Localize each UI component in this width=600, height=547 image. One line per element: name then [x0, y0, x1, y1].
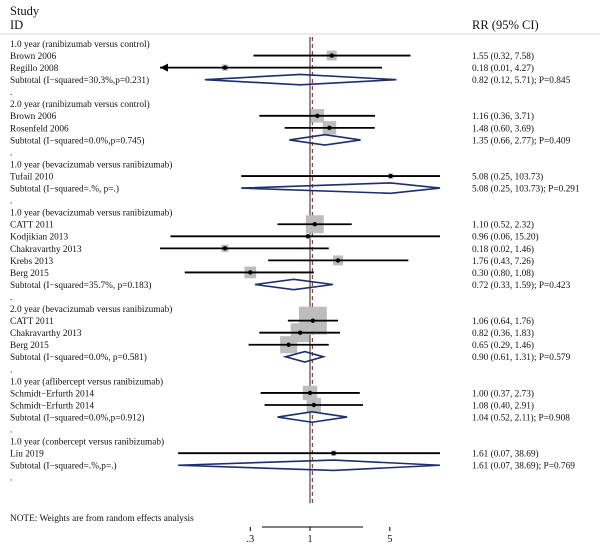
study-label: Krebs 2013	[10, 257, 53, 267]
study-ci-text: 0.18 (0.02, 1.46)	[472, 244, 534, 255]
point-estimate	[307, 390, 313, 396]
group-header: 1.0 year (ranibizumab versus control)	[10, 39, 150, 50]
ci-arrow-left	[160, 63, 168, 72]
subtotal-diamond	[178, 459, 441, 472]
group-header: 2.0 year (ranibizumab versus control)	[10, 99, 150, 110]
study-label: Tufail 2010	[10, 171, 54, 182]
subtotal-ci-text: 0.72 (0.33, 1.59); P=0.423	[472, 280, 571, 291]
subtotal-label: Subtotal (I−squared=0.0%,p=0.912)	[10, 412, 145, 423]
rows-layer: 1.0 year (ranibizumab versus control) Bro…	[10, 37, 580, 504]
point-estimate	[329, 53, 334, 58]
study-ci-text: 1.08 (0.40, 2.91)	[472, 400, 534, 411]
study-label: Kodjikian 2013	[10, 233, 68, 243]
study-ci-text: 0.30 (0.80, 1.08)	[472, 268, 534, 279]
point-estimate	[327, 125, 332, 131]
subtotal-ci-text: 0.82 (0.12, 5.71); P=0.845	[472, 75, 571, 86]
study-label: Berg 2015	[10, 341, 49, 351]
subtotal-label: Subtotal (I−squared=35.7%, p=0.183)	[10, 280, 151, 291]
subtotal-label: Subtotal (I−squared=0.0%, p=0.581)	[10, 352, 147, 363]
study-label: Chakravarthy 2013	[10, 245, 82, 255]
subtotal-diamond	[289, 133, 361, 146]
point-estimate	[222, 65, 228, 70]
point-estimate	[310, 318, 316, 323]
study-ci-text: 1.00 (0.37, 2.73)	[472, 388, 534, 399]
subtotal-label: Subtotal (I−squared=.%,p=.)	[10, 461, 117, 472]
study-label: Berg 2015	[10, 269, 49, 279]
study-label: Chakravarthy 2013	[10, 329, 82, 339]
group-header: 1.0 year (bevacizumab versus ranibizumab…	[10, 208, 172, 219]
point-estimate	[335, 258, 341, 263]
study-ci-text: 0.96 (0.06, 15.20)	[472, 232, 539, 243]
study-label: CATT 2011	[10, 317, 54, 327]
study-label: Brown 2006	[10, 52, 57, 62]
spacer-dot: .	[10, 293, 12, 303]
study-ci-text: 5.08 (0.25, 103.73)	[472, 171, 543, 182]
study-ci-text: 0.65 (0.29, 1.46)	[472, 340, 534, 351]
study-label: Liu 2019	[10, 450, 44, 460]
point-estimate	[331, 451, 336, 456]
study-label: Schmidt−Erfurth 2014	[10, 388, 94, 399]
header-study: Study	[10, 4, 40, 18]
header-effect: RR (95% CI)	[472, 18, 539, 32]
study-ci-text: 1.48 (0.60, 3.69)	[472, 123, 534, 134]
axis-layer: .3 1 5	[246, 526, 392, 545]
subtotal-diamond	[204, 73, 397, 86]
x-tick-label: 1	[307, 534, 312, 545]
point-estimate	[315, 113, 320, 119]
point-estimate	[286, 342, 291, 347]
x-tick-label: 5	[387, 534, 392, 545]
subtotal-label: Subtotal (I−squared=.%, p=.)	[10, 184, 119, 195]
study-label: Rosenfeld 2006	[10, 123, 69, 134]
header-id: ID	[10, 18, 23, 32]
study-label: Brown 2006	[10, 112, 57, 122]
point-estimate	[305, 234, 311, 239]
x-tick-label: .3	[246, 534, 254, 545]
group-header: 1.0 year (bevacizumab versus ranibizumab…	[10, 159, 172, 170]
point-estimate	[312, 222, 317, 227]
subtotal-ci-text: 1.61 (0.07, 38.69); P=0.769	[472, 461, 575, 472]
subtotal-label: Subtotal (I−squared=30.3%,p=0.231)	[10, 75, 149, 86]
subtotal-diamond	[277, 411, 348, 424]
spacer-dot: .	[10, 148, 12, 158]
subtotal-diamond	[254, 278, 334, 291]
subtotal-ci-text: 0.90 (0.61, 1.31); P=0.579	[472, 352, 571, 363]
subtotal-diamond	[241, 182, 441, 195]
study-ci-text: 1.06 (0.64, 1.76)	[472, 316, 534, 327]
point-estimate	[248, 270, 253, 275]
study-label: Regillo 2008	[10, 64, 59, 74]
group-header: 1.0 year (conbercept versus ranibizumab)	[10, 437, 164, 448]
subtotal-ci-text: 1.04 (0.52, 2.11); P=0.908	[472, 412, 570, 423]
subtotal-ci-text: 5.08 (0.25, 103.73); P=0.291	[472, 184, 580, 195]
spacer-dot: .	[10, 88, 12, 98]
subtotal-label: Subtotal (I−squared=0.0%,p=0.745)	[10, 135, 145, 146]
spacer-dot: .	[10, 365, 12, 375]
study-ci-text: 1.10 (0.52, 2.32)	[472, 220, 534, 231]
spacer-dot: .	[10, 197, 12, 207]
group-header: 1.0 year (aflibercept versus ranibizumab…	[10, 376, 163, 387]
subtotal-diamond	[282, 350, 327, 363]
study-ci-text: 0.18 (0.01, 4.27)	[472, 63, 534, 74]
spacer-dot: .	[10, 474, 12, 484]
study-label: Schmidt−Erfurth 2014	[10, 400, 94, 411]
study-ci-text: 0.82 (0.36, 1.83)	[472, 328, 534, 339]
footnote: NOTE: Weights are from random effects an…	[10, 513, 194, 524]
spacer-dot: .	[10, 426, 12, 436]
point-estimate	[222, 246, 228, 251]
group-header: 2.0 year (bevacizumab versus ranibizumab…	[10, 304, 172, 315]
point-estimate	[311, 402, 317, 408]
point-estimate	[297, 330, 303, 335]
study-ci-text: 1.76 (0.43, 7.26)	[472, 256, 534, 267]
subtotal-ci-text: 1.35 (0.66, 2.77); P=0.409	[472, 135, 571, 146]
point-estimate	[388, 173, 393, 179]
study-ci-text: 1.61 (0.07, 38.69)	[472, 449, 539, 460]
study-ci-text: 1.55 (0.32, 7.58)	[472, 51, 534, 62]
study-label: CATT 2011	[10, 221, 54, 231]
study-ci-text: 1.16 (0.36, 3.71)	[472, 111, 534, 122]
